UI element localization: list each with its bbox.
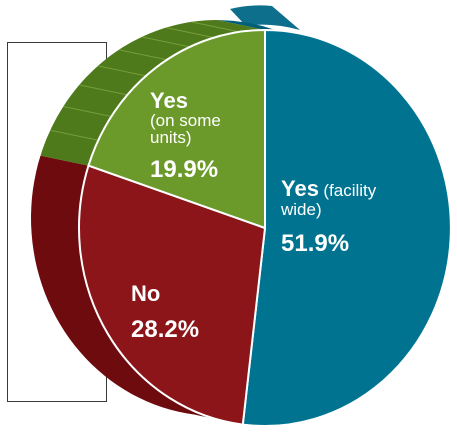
slice-yes-some-units-stripe	[63, 106, 112, 117]
slice-yes-some-units	[87, 28, 266, 230]
slice-yes-some-units-stripe	[97, 65, 147, 77]
pie-slice-layer	[78, 28, 452, 427]
slice-yes-some-units-stripe	[141, 36, 190, 48]
label-yes-some-units-pct: 19.9%	[150, 156, 219, 183]
label-no: No 28.2%	[131, 283, 199, 342]
slice-yes-facility-wide	[241, 28, 452, 427]
slice-yes-some-units-stripe	[79, 84, 128, 96]
label-yes-some-units: Yes (on some units) 19.9%	[150, 90, 221, 182]
slice-yes-some-units-stripe	[118, 49, 168, 61]
slice-no	[78, 164, 267, 426]
label-yes-facility-wide-main: Yes	[281, 176, 319, 201]
slice-yes-some-units-stripe	[165, 27, 215, 39]
label-yes-some-units-sub: (on some	[150, 111, 221, 130]
label-no-main: No	[131, 281, 161, 306]
label-yes-facility-wide-sub: (facility	[323, 181, 377, 200]
label-yes-some-units-sub2: units)	[150, 128, 192, 147]
slice-yes-some-units-stripe	[191, 21, 240, 33]
slice-no-side	[31, 155, 243, 425]
slice-yes-some-units-stripe	[50, 129, 99, 141]
label-yes-facility-wide-sub2: wide)	[281, 200, 322, 219]
label-yes-facility-wide: Yes (facility wide) 51.9%	[281, 178, 376, 256]
label-yes-some-units-main: Yes	[150, 88, 188, 113]
label-no-pct: 28.2%	[131, 316, 200, 343]
slice-yes-some-units-side	[40, 20, 265, 166]
label-yes-facility-wide-pct: 51.9%	[281, 230, 350, 257]
